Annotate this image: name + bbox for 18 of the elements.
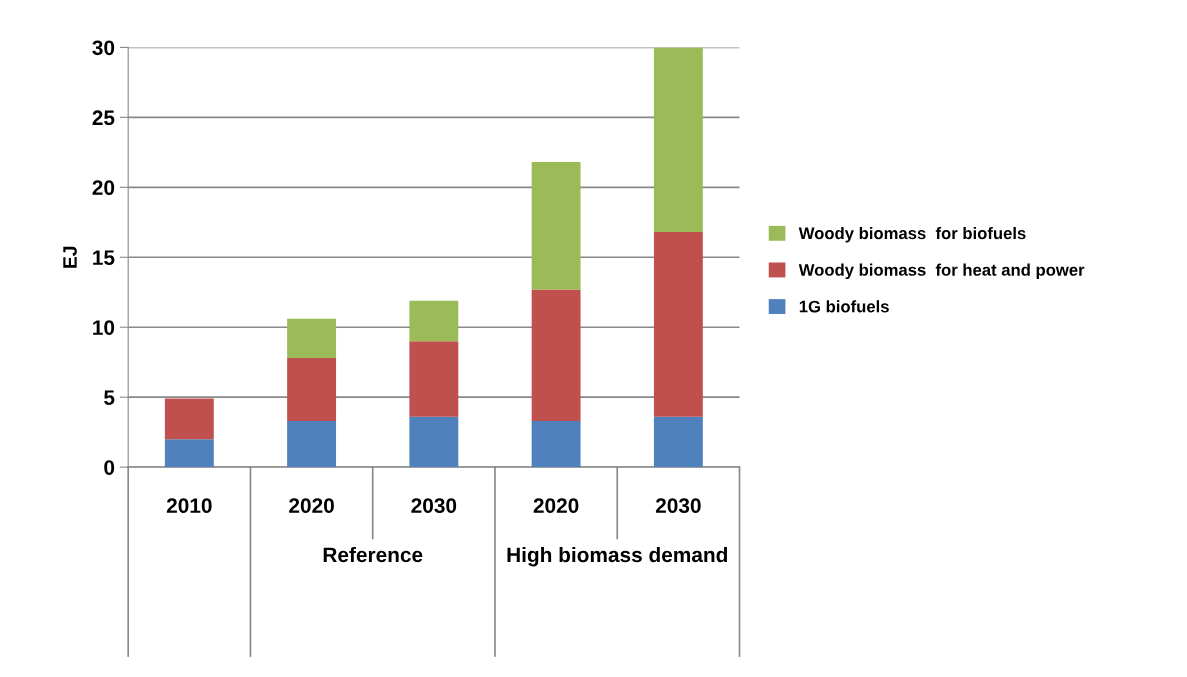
y-tick-label: 0 — [104, 460, 115, 475]
y-axis-title: EJ — [63, 246, 77, 268]
y-tick-label: 5 — [104, 390, 115, 405]
legend-label: 1G biofuels — [799, 300, 889, 313]
y-tick-label: 15 — [93, 250, 115, 266]
y-tick-label: 30 — [92, 40, 115, 56]
x-tick-label: 2030 — [655, 498, 701, 514]
x-tick-label: 2020 — [289, 498, 334, 513]
x-tick-label: 2030 — [411, 498, 457, 514]
x-tick-label: 2020 — [533, 498, 579, 513]
legend-label: Woody biomass for biofuels — [798, 226, 1026, 243]
y-tick-label: 25 — [92, 110, 115, 126]
text: Reference — [323, 546, 423, 563]
y-tick-label: 20 — [92, 180, 115, 196]
text: High biomass demand — [507, 546, 727, 567]
legend-label: Woody biomass for heat and power — [798, 263, 1085, 280]
y-tick-label: 10 — [93, 320, 115, 335]
x-tick-label: 2010 — [166, 498, 212, 513]
